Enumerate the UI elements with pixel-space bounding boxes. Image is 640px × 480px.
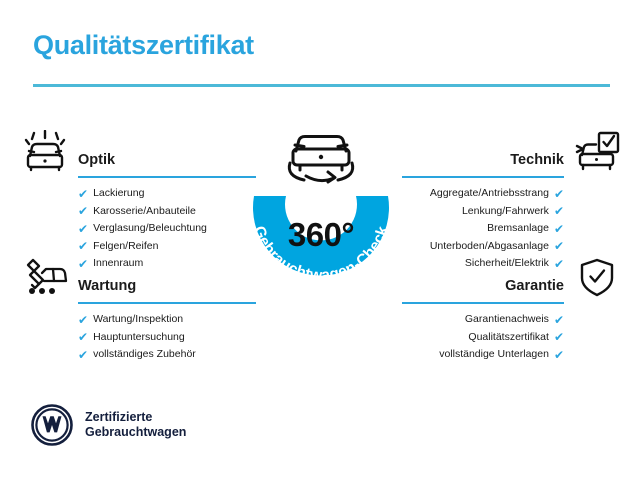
check-icon: ✔ <box>78 256 89 271</box>
list-item: ✔ Felgen/Reifen <box>78 238 240 256</box>
check-icon: ✔ <box>553 186 564 201</box>
check-icon: ✔ <box>553 347 564 362</box>
list-item-label: vollständiges Zubehör <box>93 348 196 360</box>
list-item: ✔ Wartung/Inspektion <box>78 311 240 329</box>
section-optik-header: Optik <box>20 130 240 176</box>
check-icon: ✔ <box>78 221 89 236</box>
section-wartung-list: ✔ Wartung/Inspektion ✔ Hauptuntersuchung ✔… <box>78 304 240 364</box>
check-icon: ✔ <box>78 330 89 345</box>
car-service-pen-icon <box>20 256 70 300</box>
check-icon: ✔ <box>553 330 564 345</box>
check-icon: ✔ <box>553 256 564 271</box>
vw-logo-icon <box>31 404 73 446</box>
list-item: vollständige Unterlagen ✔ <box>400 346 564 364</box>
shield-check-icon <box>572 256 622 300</box>
vw-wordmark-line2: Gebrauchtwagen <box>85 425 187 439</box>
section-wartung-divider <box>78 302 256 304</box>
list-item-label: Lenkung/Fahrwerk <box>461 204 549 217</box>
section-wartung: Wartung ✔ Wartung/Inspektion ✔ Hauptunters… <box>20 256 256 364</box>
list-item: ✔ Karosserie/Anbauteile <box>78 203 240 221</box>
check-icon: ✔ <box>553 221 564 236</box>
list-item: Unterboden/Abgasanlage ✔ <box>400 238 564 256</box>
list-item: Aggregate/Antriebsstrang ✔ <box>400 185 564 203</box>
list-item: ✔ Hauptuntersuchung <box>78 329 240 347</box>
list-item-label: Lackierung <box>93 187 145 199</box>
list-item-label: Unterboden/Abgasanlage <box>429 239 549 252</box>
list-item-label: Bremsanlage <box>487 222 549 234</box>
section-garantie-title: Garantie <box>505 278 564 294</box>
check-icon: ✔ <box>553 239 564 254</box>
list-item-label: Karosserie/Anbauteile <box>93 204 196 217</box>
list-item: ✔ Innenraum <box>78 255 240 273</box>
list-item: Bremsanlage ✔ <box>400 220 564 238</box>
list-item: ✔ vollständiges Zubehör <box>78 346 240 364</box>
section-optik-list: ✔ Lackierung ✔ Karosserie/Anbauteile ✔ Verg… <box>78 178 240 273</box>
page-title: Qualitätszertifikat <box>33 30 254 60</box>
section-optik-title: Optik <box>78 152 116 168</box>
list-item-label: Qualitätszertifikat <box>468 330 549 343</box>
section-wartung-header: Wartung <box>20 256 240 302</box>
check-icon: ✔ <box>553 204 564 219</box>
check-icon: ✔ <box>78 347 89 362</box>
section-wartung-title: Wartung <box>78 278 137 294</box>
title-divider <box>33 84 610 87</box>
section-optik-divider <box>78 176 256 178</box>
list-item-label: Wartung/Inspektion <box>93 313 184 325</box>
section-technik-header: Technik <box>400 130 622 176</box>
list-item: Garantienachweis ✔ <box>400 311 564 329</box>
list-item: ✔ Verglasung/Beleuchtung <box>78 220 240 238</box>
badge-360-gebrauchtwagen-check: Gebrauchtwagen-Check 360° <box>228 118 414 304</box>
list-item: Sicherheit/Elektrik ✔ <box>400 255 564 273</box>
list-item-label: Hauptuntersuchung <box>93 330 185 343</box>
section-technik-divider <box>402 176 564 178</box>
vw-certified-wordmark: Zertifizierte Gebrauchtwagen <box>85 410 186 440</box>
section-garantie: Garantie Garantienachweis ✔ Qualitätszert… <box>400 256 622 364</box>
list-item-label: Verglasung/Beleuchtung <box>93 222 207 234</box>
list-item-label: Garantienachweis <box>464 313 549 325</box>
section-garantie-divider <box>402 302 564 304</box>
list-item-label: Innenraum <box>93 257 144 269</box>
list-item: Qualitätszertifikat ✔ <box>400 329 564 347</box>
list-item-label: Felgen/Reifen <box>93 239 159 252</box>
check-icon: ✔ <box>553 312 564 327</box>
list-item: ✔ Lackierung <box>78 185 240 203</box>
vw-certified-footer: Zertifizierte Gebrauchtwagen <box>31 404 186 446</box>
check-icon: ✔ <box>78 239 89 254</box>
check-icon: ✔ <box>78 186 89 201</box>
car-shine-icon <box>20 130 70 174</box>
badge-degrees-label: 360° <box>287 216 355 253</box>
section-technik: Technik Aggregate/Antriebsstrang ✔ Lenkun… <box>400 130 622 273</box>
section-technik-title: Technik <box>510 152 564 168</box>
list-item: Lenkung/Fahrwerk ✔ <box>400 203 564 221</box>
check-icon: ✔ <box>78 204 89 219</box>
vw-wordmark-line1: Zertifizierte <box>85 410 153 424</box>
list-item-label: Sicherheit/Elektrik <box>464 257 549 269</box>
check-icon: ✔ <box>78 312 89 327</box>
section-garantie-header: Garantie <box>400 256 622 302</box>
list-item-label: Aggregate/Antriebsstrang <box>429 187 549 199</box>
section-optik: Optik ✔ Lackierung ✔ Karosserie/Anbauteile… <box>20 130 256 273</box>
section-garantie-list: Garantienachweis ✔ Qualitätszertifikat ✔ v… <box>400 304 564 364</box>
list-item-label: vollständige Unterlagen <box>439 348 549 360</box>
section-technik-list: Aggregate/Antriebsstrang ✔ Lenkung/Fahrwe… <box>400 178 564 273</box>
car-checkbox-icon <box>572 130 622 174</box>
